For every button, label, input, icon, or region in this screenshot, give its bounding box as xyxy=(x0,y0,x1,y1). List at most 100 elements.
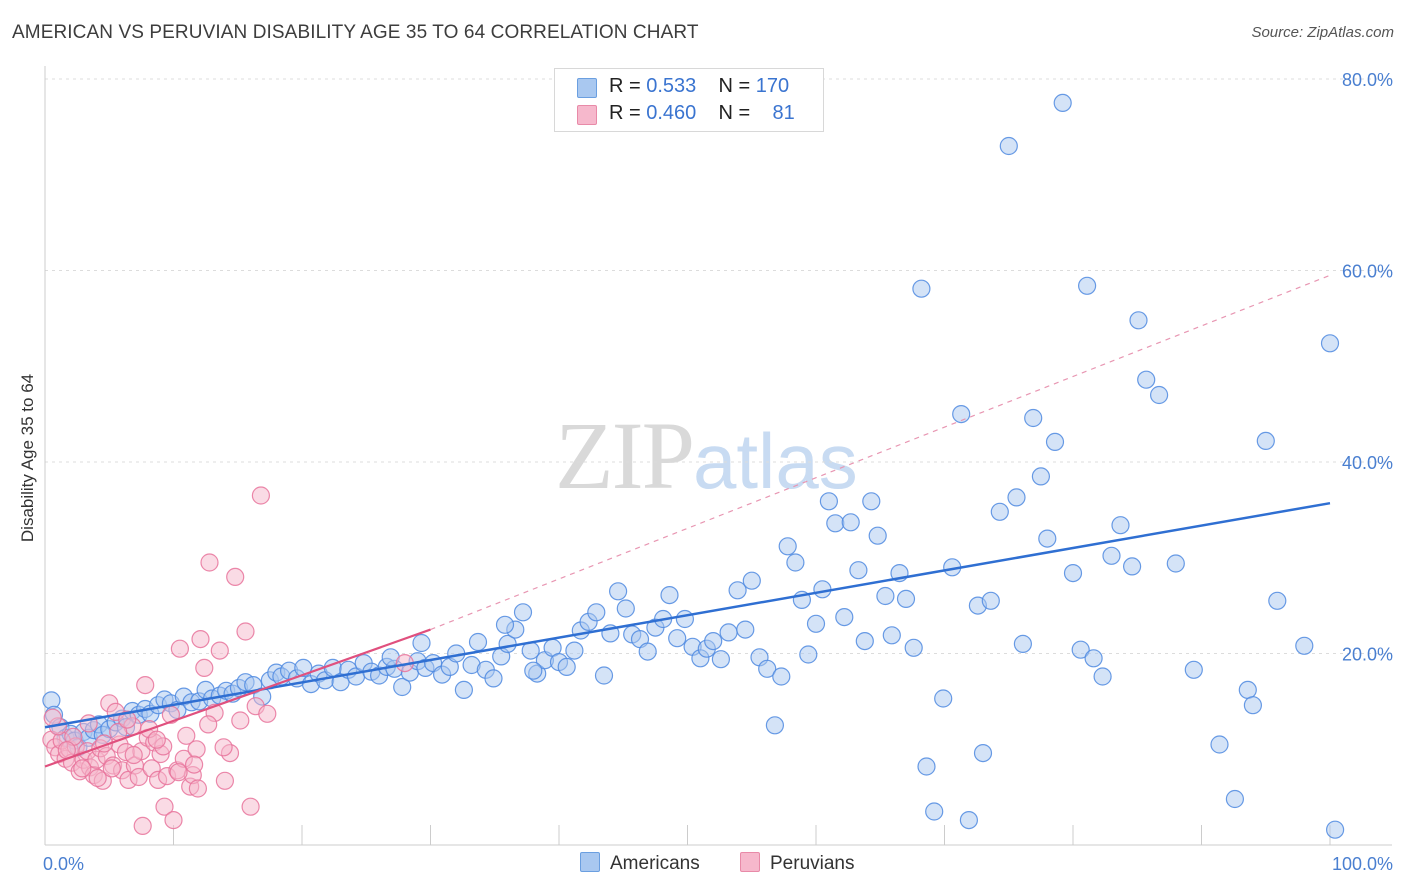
point-peruvian xyxy=(231,711,250,730)
point-peruvian xyxy=(215,771,234,790)
point-american xyxy=(660,585,679,605)
point-american xyxy=(841,513,860,532)
point-peruvian xyxy=(118,710,137,729)
point-american xyxy=(826,514,845,533)
point-peruvian xyxy=(226,567,245,587)
point-american xyxy=(855,631,874,651)
point-american xyxy=(758,659,777,678)
point-american xyxy=(990,502,1009,521)
point-peruvian xyxy=(187,740,206,759)
point-american xyxy=(1225,789,1245,809)
point-peruvian xyxy=(155,797,174,816)
point-peruvian xyxy=(169,763,188,782)
legend-r-label: R = xyxy=(609,102,647,124)
point-american xyxy=(668,629,687,648)
point-american xyxy=(1238,680,1257,700)
legend-r-label: R = xyxy=(609,75,647,97)
point-american xyxy=(616,599,635,618)
point-american xyxy=(786,553,805,572)
point-american xyxy=(882,626,901,645)
point-american xyxy=(868,526,887,545)
point-american xyxy=(393,677,412,697)
point-american xyxy=(524,661,543,680)
point-peruvian xyxy=(73,759,92,778)
y-tick-label: 40.0% xyxy=(1342,453,1393,473)
trend-extension-peruvians xyxy=(430,274,1331,631)
point-american xyxy=(904,638,923,657)
point-peruvian xyxy=(191,629,210,649)
point-american xyxy=(557,657,576,677)
legend-swatch-peruvians xyxy=(577,105,597,125)
point-american xyxy=(719,623,738,642)
point-american xyxy=(765,716,785,735)
point-peruvian xyxy=(124,745,143,765)
point-american xyxy=(1024,408,1043,428)
point-american xyxy=(704,631,723,651)
point-american xyxy=(981,591,1000,610)
point-american xyxy=(412,633,431,653)
bottom-legend-label-americans: Americans xyxy=(610,853,700,874)
point-american xyxy=(468,632,488,652)
point-american xyxy=(1184,660,1203,679)
series-peruvians xyxy=(42,486,414,836)
point-american xyxy=(1129,311,1148,330)
point-peruvian xyxy=(241,797,260,816)
x-tick-label: 0.0% xyxy=(43,854,84,874)
point-american xyxy=(952,405,971,424)
source-label: Source: ZipAtlas.com xyxy=(1251,24,1394,41)
point-american xyxy=(1137,370,1156,389)
watermark-atlas: atlas xyxy=(693,417,858,505)
point-peruvian xyxy=(200,553,219,572)
point-american xyxy=(799,645,818,664)
point-american xyxy=(711,650,731,669)
point-american xyxy=(565,641,584,660)
point-american xyxy=(484,669,503,688)
correlation-legend: R = 0.533 N = 170 R = 0.460 N = 81 xyxy=(554,68,824,132)
point-american xyxy=(1013,634,1033,654)
point-american xyxy=(1031,467,1051,486)
point-american xyxy=(454,680,473,700)
point-american xyxy=(638,642,657,661)
legend-r-value: 0.460 xyxy=(646,102,697,124)
point-american xyxy=(742,571,761,590)
point-peruvian xyxy=(177,726,196,745)
trend-line-peruvians xyxy=(44,628,431,768)
axis-layer xyxy=(44,66,1392,846)
point-american xyxy=(1063,563,1083,583)
point-american xyxy=(999,136,1018,156)
point-peruvian xyxy=(133,816,152,836)
point-peruvian xyxy=(170,639,189,658)
point-american xyxy=(1325,820,1345,839)
point-american xyxy=(1111,516,1130,535)
point-american xyxy=(925,802,944,821)
point-american xyxy=(835,607,854,627)
point-american xyxy=(587,603,606,622)
point-american xyxy=(608,582,628,601)
point-american xyxy=(1243,696,1263,715)
legend-n-label: N = xyxy=(718,75,756,97)
bottom-legend-swatch-americans xyxy=(580,852,600,872)
point-american xyxy=(513,603,533,622)
point-american xyxy=(1093,667,1112,686)
x-tick-label: 100.0% xyxy=(1332,854,1393,874)
trend-layer xyxy=(44,274,1331,768)
point-peruvian xyxy=(164,810,183,830)
bottom-legend-label-peruvians: Peruvians xyxy=(770,853,855,874)
point-american xyxy=(1071,640,1090,659)
bottom-legend-peruvians: Peruvians xyxy=(740,852,855,875)
point-american xyxy=(1210,735,1229,754)
point-peruvian xyxy=(258,704,277,723)
legend-n-value: 81 xyxy=(772,102,795,124)
point-peruvian xyxy=(195,658,214,678)
point-peruvian xyxy=(199,715,218,734)
point-american xyxy=(675,609,695,629)
point-american xyxy=(917,757,936,776)
y-tick-label: 20.0% xyxy=(1342,645,1393,665)
point-american xyxy=(1045,432,1065,451)
point-american xyxy=(1007,488,1026,507)
point-peruvian xyxy=(251,486,270,505)
point-american xyxy=(1077,276,1097,295)
point-peruvian xyxy=(102,759,121,778)
y-tick-label: 80.0% xyxy=(1342,70,1393,90)
